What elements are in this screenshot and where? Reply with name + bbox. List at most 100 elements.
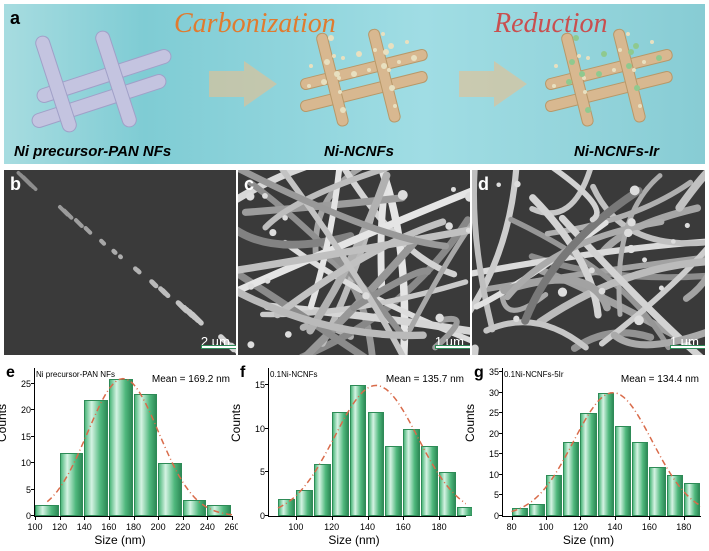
hist-bar	[134, 394, 158, 516]
y-tick: 10	[481, 470, 499, 480]
panel-f-label: f	[240, 364, 245, 382]
x-tick: 80	[507, 522, 517, 532]
y-tick: 10	[247, 424, 265, 434]
panel-e-hist: e Ni precursor-PAN NFs Mean = 169.2 nm C…	[4, 362, 236, 547]
scalebar-c: 1 µm	[435, 334, 464, 349]
hist-bar	[109, 379, 133, 516]
hist-bar	[421, 446, 438, 516]
hist-bar	[314, 464, 331, 516]
hist-bar	[350, 385, 367, 516]
x-tick: 200	[151, 522, 166, 532]
hist-g-plot: 8010012014016018005101520253035	[502, 368, 701, 517]
x-tick: 240	[200, 522, 215, 532]
hist-bar	[385, 446, 402, 516]
y-tick: 15	[247, 380, 265, 390]
x-tick: 120	[52, 522, 67, 532]
hist-bar	[563, 442, 579, 516]
hist-bar	[684, 483, 700, 516]
panel-f-hist: f 0.1Ni-NCNFs Mean = 135.7 nm Counts 100…	[238, 362, 470, 547]
stage3-rods-svg	[534, 26, 694, 141]
hist-f-ylabel: Counts	[229, 403, 243, 441]
scalebar-d-bar	[670, 345, 705, 349]
x-tick: 100	[27, 522, 42, 532]
x-tick: 220	[175, 522, 190, 532]
y-tick: 15	[13, 432, 31, 442]
hist-bar	[207, 505, 231, 516]
panel-g-hist: g 0.1Ni-NCNFs-5Ir Mean = 134.4 nm Counts…	[472, 362, 705, 547]
panel-b-label: b	[10, 174, 21, 195]
stage2-rods-svg	[289, 26, 449, 141]
panel-c-label: c	[244, 174, 254, 195]
hist-bar	[403, 429, 420, 516]
y-tick: 20	[13, 405, 31, 415]
x-tick: 140	[77, 522, 92, 532]
y-tick: 0	[13, 511, 31, 521]
hist-f-xlabel: Size (nm)	[238, 533, 470, 547]
x-tick: 100	[539, 522, 554, 532]
hist-bar	[158, 463, 182, 516]
hist-bar	[332, 412, 349, 516]
hist-bar	[60, 453, 84, 516]
panel-a-label: a	[10, 8, 20, 29]
x-tick: 100	[288, 522, 303, 532]
panel-b-sem: b 2 µm	[4, 170, 236, 355]
x-tick: 120	[324, 522, 339, 532]
y-tick: 10	[13, 458, 31, 468]
sem-d-fibers-svg	[472, 170, 705, 355]
panel-d-label: d	[478, 174, 489, 195]
x-tick: 140	[607, 522, 622, 532]
scalebar-b-bar	[201, 345, 236, 349]
figure: a Carbonization Reduction	[0, 0, 709, 551]
hist-bar	[368, 412, 385, 516]
stage2-label: Ni-NCNFs	[324, 143, 394, 160]
hist-f-plot: 100120140160180051015	[268, 368, 466, 517]
hist-bar	[35, 505, 59, 516]
hist-bar	[667, 475, 683, 516]
hist-g-xlabel: Size (nm)	[472, 533, 705, 547]
hist-bar	[296, 490, 313, 516]
scalebar-d: 1 µm	[670, 334, 699, 349]
y-tick: 30	[481, 388, 499, 398]
hist-bar	[546, 475, 562, 516]
stage3-label: Ni-NCNFs-Ir	[574, 143, 659, 160]
y-tick: 20	[481, 429, 499, 439]
x-tick: 180	[676, 522, 691, 532]
y-tick: 25	[481, 408, 499, 418]
hist-bar	[649, 467, 665, 516]
x-tick: 160	[396, 522, 411, 532]
stage1-rods-svg	[14, 24, 194, 139]
y-tick: 25	[13, 379, 31, 389]
hist-bar	[529, 504, 545, 516]
y-tick: 0	[481, 511, 499, 521]
x-tick: 180	[432, 522, 447, 532]
hist-bar	[439, 472, 456, 516]
hist-bar	[278, 499, 295, 516]
panel-e-label: e	[6, 364, 15, 382]
hist-bar	[580, 413, 596, 516]
sem-b-fibers-svg	[4, 170, 236, 355]
hist-g-ylabel: Counts	[463, 403, 477, 441]
x-tick: 140	[360, 522, 375, 532]
y-tick: 0	[247, 511, 265, 521]
arrow2-svg	[459, 59, 529, 109]
hist-bar	[632, 442, 648, 516]
y-tick: 15	[481, 449, 499, 459]
x-tick: 180	[126, 522, 141, 532]
panel-g-label: g	[474, 364, 484, 382]
scalebar-c-bar	[435, 345, 470, 349]
hist-e-xlabel: Size (nm)	[4, 533, 236, 547]
stage1-label: Ni precursor-PAN NFs	[14, 143, 171, 160]
sem-c-fibers-svg	[238, 170, 470, 355]
hist-bar	[183, 500, 207, 516]
hist-e-ylabel: Counts	[0, 403, 9, 441]
y-tick: 5	[481, 490, 499, 500]
hist-bar	[512, 508, 528, 516]
hist-e-plot: 1001201401601802002202402600510152025	[34, 368, 232, 517]
x-tick: 160	[101, 522, 116, 532]
x-tick: 120	[573, 522, 588, 532]
x-tick: 160	[642, 522, 657, 532]
y-tick: 5	[13, 485, 31, 495]
panel-c-sem: c 1 µm	[238, 170, 470, 355]
hist-bar	[84, 400, 108, 516]
hist-bar	[615, 426, 631, 516]
